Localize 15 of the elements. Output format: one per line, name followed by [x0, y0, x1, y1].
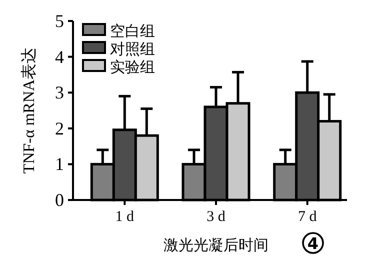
x-axis-title: 激光光凝后时间	[164, 237, 268, 254]
legend-label: 实验组	[110, 59, 155, 76]
legend-label: 对照组	[110, 41, 155, 58]
x-tick-label: 7 d	[298, 209, 318, 225]
y-tick-label: 2	[55, 118, 64, 138]
x-tick-label: 3 d	[206, 209, 226, 225]
y-tick-label: 1	[55, 154, 64, 174]
y-tick-label: 5	[55, 11, 64, 31]
y-axis-title: TNF-α mRNA表达	[20, 47, 38, 174]
y-tick-label: 4	[55, 46, 64, 67]
legend-label: 空白组	[110, 23, 155, 40]
x-tick-label: 1 d	[115, 209, 135, 225]
y-tick-label: 0	[55, 190, 64, 210]
y-tick-label: 3	[55, 82, 64, 103]
text: 4	[307, 234, 319, 253]
